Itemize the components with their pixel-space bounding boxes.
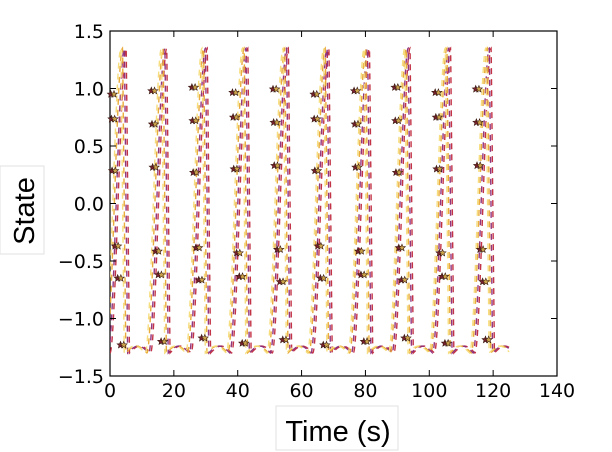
star-marker [111,166,120,175]
star-marker [195,243,204,252]
star-marker [443,338,453,347]
star-marker [150,86,159,95]
star-marker [241,338,250,347]
star-marker [190,82,200,91]
star-marker [394,116,403,125]
star-marker [474,84,484,93]
y-axis-label-box [0,165,45,255]
star-marker [362,337,372,346]
star-marker [357,246,366,255]
star-marker [393,82,403,91]
star-marker [481,277,490,286]
star-marker [313,166,323,175]
x-tick-label: 140 [539,380,575,402]
star-marker [113,241,123,250]
star-marker [353,119,363,128]
x-axis-ticks: 0 20 40 60 80 100 120 140 [104,31,575,402]
star-marker [397,243,407,252]
plot-area [106,30,558,377]
series-line-1 [110,46,510,355]
y-axis-label: State [9,177,41,245]
star-marker [235,248,244,257]
y-tick-label: −1.0 [58,309,104,331]
y-axis-ticks: 1.5 1.0 0.5 0.0 −0.5 −1.0 −1.5 [58,21,557,388]
star-marker [154,246,163,255]
y-axis-label-group: State [0,165,45,255]
star-marker [435,164,444,173]
star-marker [394,168,404,176]
star-marker [476,161,485,170]
star-marker [319,273,328,282]
y-tick-label: 0.5 [74,136,104,158]
star-marker [119,340,128,349]
star-marker [157,270,166,279]
star-marker [272,84,281,93]
y-tick-label: −0.5 [58,251,104,273]
star-marker [478,245,488,254]
star-marker [191,116,200,125]
series-line-2 [110,46,510,355]
star-marker [160,337,169,346]
x-axis-label-box [275,405,399,451]
star-marker [238,272,247,281]
y-tick-label: 1.5 [74,21,104,43]
star-marker [110,114,119,123]
star-marker [232,164,242,173]
star-marker [232,112,241,121]
series-line-4 [110,46,510,355]
x-tick-label: 40 [226,380,250,402]
star-marker [359,270,369,279]
x-tick-label: 80 [353,380,377,402]
x-tick-label: 100 [411,380,447,402]
x-tick-label: 120 [475,380,511,402]
star-marker [151,162,160,171]
star-marker [353,86,362,95]
series-lines [110,46,510,355]
y-tick-label: 0.0 [74,194,104,216]
star-marker [272,118,281,126]
star-marker [116,273,126,282]
star-markers [106,82,493,349]
star-marker [354,162,363,171]
star-marker [278,277,288,286]
x-axis-label-group: Time (s) [275,405,399,451]
star-marker [312,89,321,98]
star-marker [197,275,207,284]
x-tick-label: 0 [104,380,116,402]
star-marker [441,272,450,281]
star-marker [475,118,484,126]
star-marker [313,114,322,123]
y-tick-label: 1.0 [74,79,104,101]
x-axis-label: Time (s) [285,416,390,448]
star-marker [231,88,240,97]
series-line-3 [110,46,510,355]
star-marker [316,241,326,250]
star-marker [200,333,209,342]
star-marker [438,248,447,257]
star-marker [151,119,160,128]
star-marker [273,161,282,170]
x-tick-label: 60 [289,380,313,402]
star-marker [403,333,412,342]
star-marker [281,335,291,344]
star-marker [434,88,443,97]
star-marker [276,245,285,254]
star-marker [400,275,409,284]
star-marker [109,89,119,98]
star-marker [322,340,331,349]
star-marker [484,335,493,344]
star-marker [192,168,201,176]
y-tick-label: −1.5 [58,366,104,388]
star-marker [434,112,444,121]
x-tick-label: 20 [162,380,186,402]
